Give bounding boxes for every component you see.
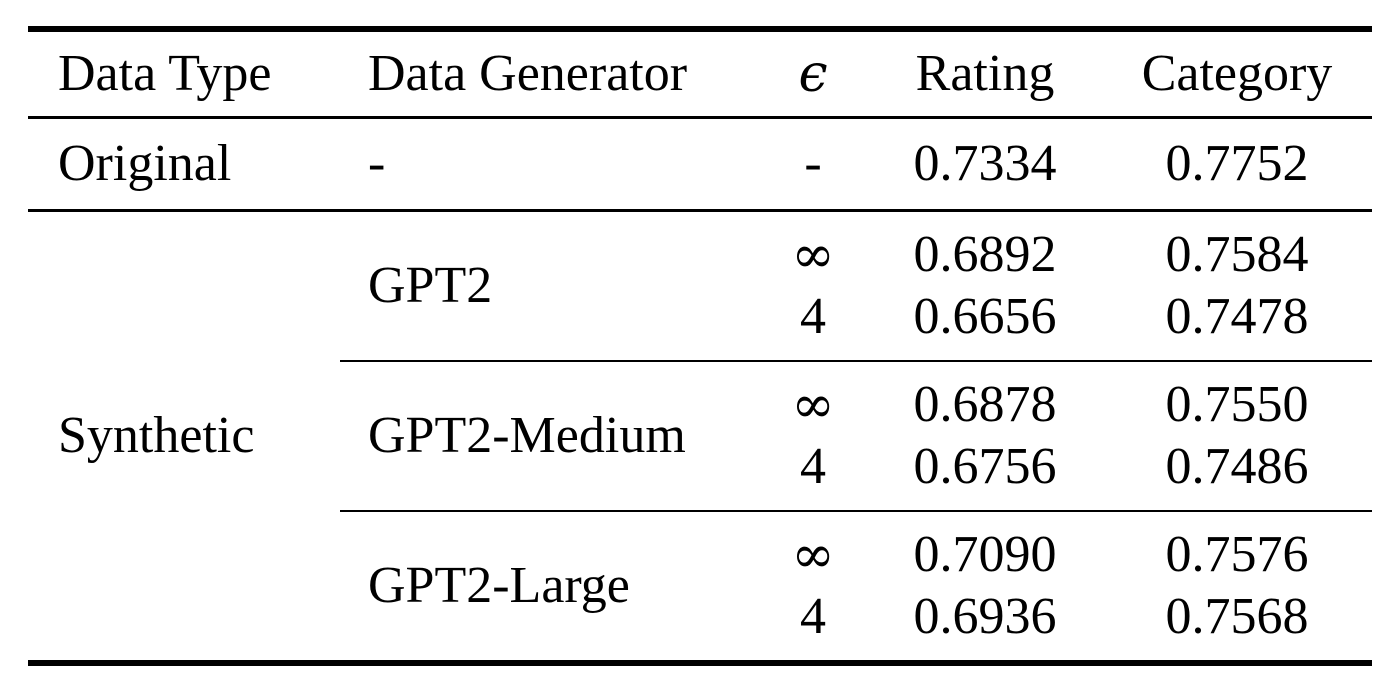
cell-original-epsilon: - [758, 117, 868, 212]
header-category: Category [1102, 29, 1372, 119]
cell-gpt2-large-4-epsilon: 4 [800, 588, 826, 645]
cell-gpt2-inf-rating: 0.6892 [913, 226, 1057, 283]
header-epsilon: ϵ [758, 29, 868, 119]
cell-gpt2-large-4-rating: 0.6936 [913, 588, 1057, 645]
cell-gpt2-medium-4-rating: 0.6756 [868, 436, 1102, 512]
cell-gpt2-inf-epsilon: ∞ [791, 225, 835, 285]
results-table: Data Type Data Generator ϵ Rating Catego… [28, 26, 1372, 666]
header-row: Data Type Data Generator ϵ Rating Catego… [28, 29, 1372, 119]
cell-gpt2-medium-4-category: 0.7486 [1102, 436, 1372, 512]
cell-original-category: 0.7752 [1102, 117, 1372, 212]
cell-generator-gpt2-large: GPT2-Large [368, 557, 630, 614]
cell-gpt2-medium-inf-epsilon: ∞ [791, 375, 835, 435]
cell-gpt2-large-inf-epsilon: ∞ [791, 525, 835, 585]
row-gpt2-medium-inf: GPT2-Medium ∞ 0.6878 0.7550 [28, 361, 1372, 512]
cell-gpt2-large-inf-category: 0.7576 [1165, 526, 1309, 583]
cell-original-data-type: Original [28, 117, 340, 212]
cell-original-rating: 0.7334 [868, 117, 1102, 212]
cell-original-generator: - [340, 117, 758, 212]
cell-gpt2-medium-inf-rating: 0.6878 [913, 376, 1057, 433]
header-data-generator: Data Generator [340, 29, 758, 119]
row-gpt2-large-inf: GPT2-Large ∞ 0.7090 0.7576 [28, 511, 1372, 614]
cell-generator-gpt2-medium: GPT2-Medium [340, 361, 758, 512]
cell-generator-gpt2: GPT2 [340, 210, 758, 362]
header-data-type: Data Type [28, 29, 340, 119]
cell-gpt2-large-inf-rating: 0.7090 [913, 526, 1057, 583]
cell-gpt2-large-4-category: 0.7568 [1165, 588, 1309, 645]
row-gpt2-inf: Synthetic GPT2 ∞ 0.6892 0.7584 [28, 210, 1372, 464]
cell-gpt2-medium-inf-category: 0.7550 [1165, 376, 1309, 433]
cell-gpt2-4-rating: 0.6656 [868, 286, 1102, 362]
cell-gpt2-4-category: 0.7478 [1102, 286, 1372, 362]
cell-gpt2-4-epsilon: 4 [758, 286, 868, 362]
cell-synthetic-label: Synthetic [58, 407, 255, 464]
row-gpt2-medium-4: 4 0.6756 0.7486 [28, 436, 1372, 512]
cell-gpt2-inf-category: 0.7584 [1165, 226, 1309, 283]
row-original: Original - - 0.7334 0.7752 [28, 117, 1372, 212]
table-container: Data Type Data Generator ϵ Rating Catego… [28, 26, 1372, 666]
header-rating: Rating [868, 29, 1102, 119]
row-gpt2-large-4: 4 0.6936 0.7568 [28, 586, 1372, 663]
row-gpt2-4: 4 0.6656 0.7478 [28, 286, 1372, 362]
cell-gpt2-medium-4-epsilon: 4 [758, 436, 868, 512]
